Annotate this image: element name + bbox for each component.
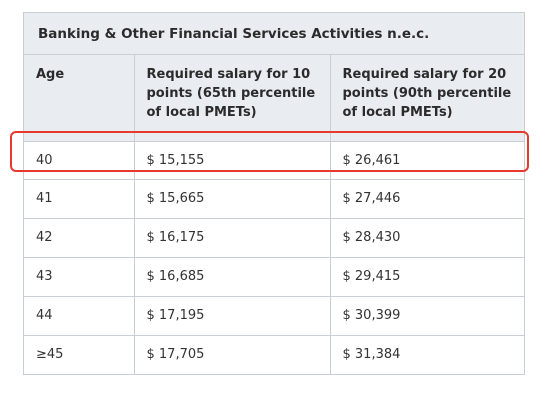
salary-10-cell: $ 17,705	[134, 335, 331, 374]
salary-table-container: Banking & Other Financial Services Activ…	[23, 12, 525, 375]
salary-10-cell: $ 16,175	[134, 218, 331, 258]
salary-20-cell: $ 30,399	[330, 296, 524, 336]
table-title: Banking & Other Financial Services Activ…	[24, 13, 524, 55]
header-age: Age	[24, 55, 135, 142]
age-cell: ≥45	[24, 335, 135, 374]
table-row: 44 $ 17,195 $ 30,399	[24, 296, 524, 336]
salary-20-cell: $ 29,415	[330, 257, 524, 297]
age-cell: 43	[24, 257, 135, 297]
table-row: ≥45 $ 17,705 $ 31,384	[24, 335, 524, 374]
table-row: 40 $ 15,155 $ 26,461	[24, 141, 524, 180]
table-row: 42 $ 16,175 $ 28,430	[24, 218, 524, 258]
salary-10-cell: $ 15,155	[134, 141, 331, 180]
header-salary-10-points: Required salary for 10 points (65th perc…	[134, 55, 331, 142]
salary-10-cell: $ 17,195	[134, 296, 331, 336]
header-salary-20-points: Required salary for 20 points (90th perc…	[330, 55, 524, 142]
age-cell: 41	[24, 179, 135, 219]
header-row: Age Required salary for 10 points (65th …	[24, 55, 524, 142]
salary-10-cell: $ 15,665	[134, 179, 331, 219]
salary-20-cell: $ 28,430	[330, 218, 524, 258]
table-row: 41 $ 15,665 $ 27,446	[24, 179, 524, 219]
salary-20-cell: $ 27,446	[330, 179, 524, 219]
age-cell: 44	[24, 296, 135, 336]
salary-20-cell: $ 31,384	[342, 347, 401, 363]
salary-20-cell: $ 26,461	[330, 141, 524, 180]
salary-10-cell: $ 16,685	[134, 257, 331, 297]
table-row: 43 $ 16,685 $ 29,415	[24, 257, 524, 297]
salary-table: Age Required salary for 10 points (65th …	[24, 55, 524, 374]
age-cell: 42	[24, 218, 135, 258]
age-cell: 40	[24, 141, 135, 180]
